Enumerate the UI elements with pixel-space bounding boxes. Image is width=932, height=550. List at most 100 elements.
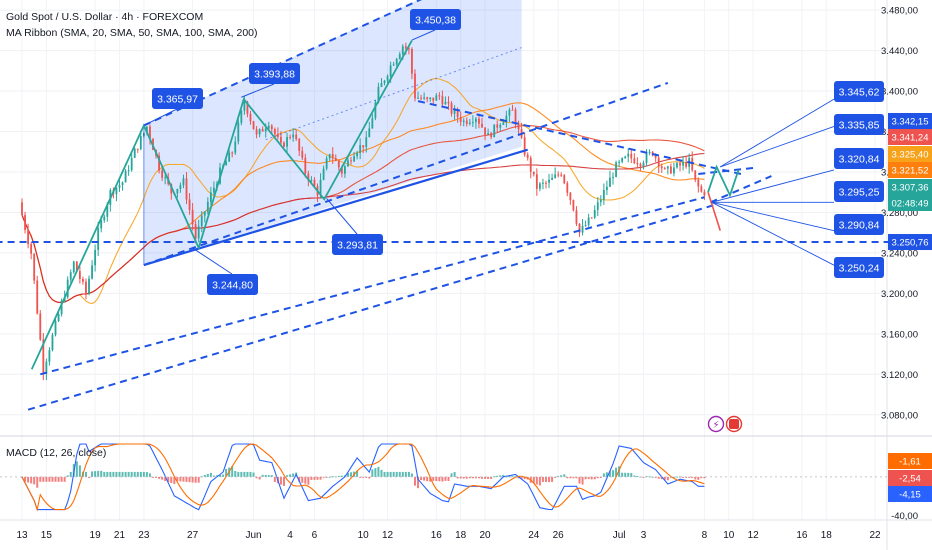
macd-hist-bar bbox=[255, 476, 258, 479]
macd-hist-bar bbox=[398, 471, 401, 477]
x-tick-label: 22 bbox=[869, 530, 881, 541]
y-tick-label: 3.240,00 bbox=[881, 248, 918, 259]
price-tag bbox=[888, 129, 932, 145]
candle-body bbox=[423, 97, 426, 99]
macd-hist-bar bbox=[362, 476, 365, 478]
symbol-title[interactable]: Gold Spot / U.S. Dollar · 4h · FOREXCOM bbox=[6, 11, 204, 23]
candle-body bbox=[21, 202, 23, 216]
macd-hist-bar bbox=[179, 476, 182, 482]
macd-hist-bar bbox=[273, 476, 276, 482]
x-tick-label: 27 bbox=[187, 530, 199, 541]
macd-hist-bar bbox=[356, 470, 359, 477]
macd-hist-bar bbox=[36, 476, 39, 488]
target-label-2: 3.320,84 bbox=[834, 148, 884, 169]
target-label-1: 3.335,85 bbox=[834, 114, 884, 135]
candle-body bbox=[462, 120, 465, 122]
candle-body bbox=[203, 211, 206, 216]
macd-hist-bar bbox=[471, 476, 474, 479]
target-label-3: 3.295,25 bbox=[834, 181, 884, 202]
macd-hist-bar bbox=[249, 471, 252, 477]
macd-hist-bar bbox=[310, 476, 313, 480]
candle-body bbox=[365, 137, 368, 148]
macd-hist-bar bbox=[517, 476, 520, 479]
candle-body bbox=[514, 109, 517, 125]
macd-hist-bar bbox=[590, 476, 593, 480]
macd-hist-bar bbox=[456, 476, 459, 479]
price-tag bbox=[888, 179, 932, 195]
candle-body bbox=[392, 64, 395, 66]
ma-ribbon-legend[interactable]: MA Ribbon (SMA, 20, SMA, 50, SMA, 100, S… bbox=[6, 27, 258, 39]
macd-hist-bar bbox=[197, 476, 200, 483]
candle-body bbox=[292, 134, 295, 138]
candle-body bbox=[429, 97, 432, 100]
candle-body bbox=[386, 76, 389, 81]
macd-hist-bar bbox=[191, 476, 194, 483]
macd-hist-bar bbox=[151, 476, 154, 478]
macd-hist-bar bbox=[663, 476, 666, 480]
y-tick-label: 3.160,00 bbox=[881, 329, 918, 340]
target-label-1-box bbox=[834, 114, 884, 135]
ma20-line bbox=[21, 78, 705, 305]
x-tick-label: 16 bbox=[431, 530, 443, 541]
candle-body bbox=[700, 186, 703, 192]
macd-hist-bar bbox=[103, 471, 106, 477]
candle-body bbox=[228, 152, 231, 162]
candle-body bbox=[115, 187, 118, 195]
channel-lower-extension bbox=[143, 82, 669, 266]
candle-body bbox=[158, 155, 161, 171]
candle-body bbox=[648, 151, 651, 154]
signal-line bbox=[21, 443, 705, 512]
candle-body bbox=[615, 162, 617, 177]
x-tick-label: 12 bbox=[748, 530, 760, 541]
channel-lower-solid bbox=[143, 148, 529, 267]
x-tick-label: 10 bbox=[358, 530, 370, 541]
candle-body bbox=[526, 154, 529, 158]
candle-body bbox=[517, 124, 520, 130]
macd-hist-bar bbox=[289, 474, 292, 477]
x-tick-label: 10 bbox=[723, 530, 735, 541]
macd-hist-bar bbox=[468, 476, 471, 479]
macd-hist-bar bbox=[477, 476, 480, 479]
macd-hist-bar bbox=[453, 472, 456, 477]
x-tick-label: 21 bbox=[114, 530, 126, 541]
macd-hist-bar bbox=[660, 476, 663, 480]
candle-body bbox=[654, 155, 657, 158]
candle-body bbox=[499, 124, 502, 128]
candle-body bbox=[45, 361, 48, 374]
macd-legend[interactable]: MACD (12, 26, close) bbox=[6, 447, 107, 459]
macd-hist-bar bbox=[234, 471, 237, 477]
candle-body bbox=[511, 109, 514, 111]
candle-body bbox=[606, 186, 608, 190]
macd-hist-bar bbox=[541, 476, 544, 482]
macd-hist-bar bbox=[551, 476, 554, 482]
macd-hist-bar bbox=[365, 476, 368, 478]
candle-body bbox=[313, 179, 316, 187]
macd-hist-bar bbox=[465, 476, 468, 479]
macd-hist-bar bbox=[587, 476, 590, 480]
candle-body bbox=[624, 156, 627, 159]
macd-hist-bar bbox=[572, 476, 575, 479]
macd-hist-bar bbox=[575, 476, 578, 479]
macd-hist-bar bbox=[602, 473, 605, 477]
candle-body bbox=[639, 163, 642, 167]
macd-hist-bar bbox=[188, 476, 191, 483]
candle-body bbox=[161, 170, 164, 178]
macd-hist-bar bbox=[121, 471, 124, 477]
event-icons: ⚡ bbox=[707, 415, 743, 433]
macd-hist-bar bbox=[484, 476, 487, 479]
macd-value-tag bbox=[888, 470, 932, 486]
callout-pointer bbox=[192, 247, 233, 275]
candle-body bbox=[682, 161, 684, 166]
candle-body bbox=[94, 249, 97, 266]
macd-hist-bar bbox=[225, 468, 228, 477]
macd-hist-bar bbox=[313, 476, 316, 480]
candle-body bbox=[426, 97, 429, 100]
candle-body bbox=[636, 163, 639, 165]
macd-hist-bar bbox=[359, 476, 362, 478]
macd-hist-bar bbox=[42, 476, 45, 482]
macd-hist-bar bbox=[164, 476, 167, 482]
x-tick-label: Jul bbox=[613, 530, 626, 541]
candle-body bbox=[609, 177, 611, 187]
candle-body bbox=[542, 182, 544, 184]
